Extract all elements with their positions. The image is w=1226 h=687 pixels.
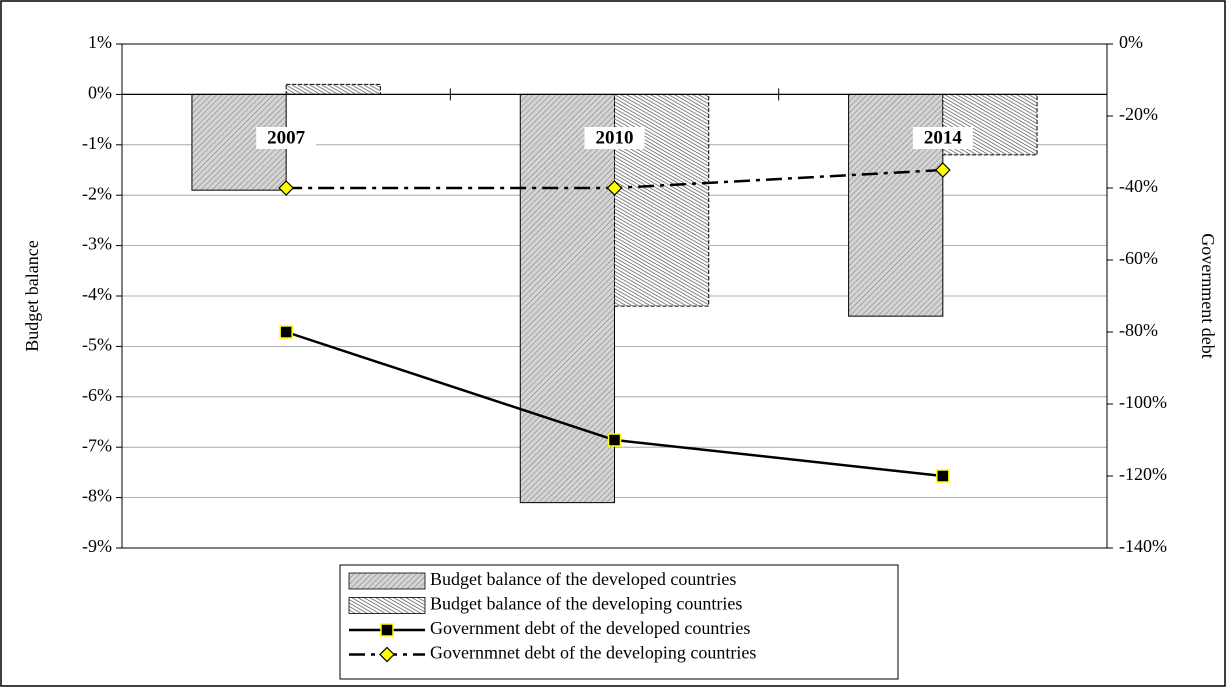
line-marker (934, 162, 951, 178)
line-marker (379, 646, 395, 663)
y-tick-label: -2% (82, 183, 112, 203)
y-tick-label: 1% (88, 32, 112, 52)
y-tick-label: -1% (82, 133, 112, 153)
category-label: 2010 (596, 127, 634, 148)
y-tick-label: 0% (88, 83, 112, 103)
y2-axis-title: Government debt (1198, 233, 1218, 358)
y2-tick-label: -140% (1119, 536, 1167, 556)
y2-tick-label: -40% (1119, 176, 1158, 196)
line-marker (607, 433, 622, 447)
bar (285, 83, 381, 95)
y2-tick-label: -120% (1119, 464, 1167, 484)
y2-tick-label: -100% (1119, 392, 1167, 412)
category-label: 2007 (267, 127, 306, 148)
legend-label: Budget balance of the developed countrie… (430, 569, 736, 589)
line-marker (380, 623, 394, 637)
legend-swatch (348, 572, 426, 590)
bar (519, 93, 615, 504)
y2-tick-label: -60% (1119, 248, 1158, 268)
line-marker (936, 469, 950, 483)
y-axis-title: Budget balance (22, 240, 42, 351)
line-marker (606, 180, 623, 196)
y-tick-label: -4% (82, 284, 112, 304)
legend-box (339, 564, 899, 680)
line-marker (279, 325, 293, 339)
y-tick-label: -5% (82, 335, 112, 355)
legend-label: Budget balance of the developing countri… (430, 594, 742, 614)
y-tick-label: -9% (82, 536, 112, 556)
line-marker (278, 180, 295, 196)
category-label-bg (912, 127, 973, 149)
y2-tick-label: 0% (1119, 32, 1143, 52)
y2-tick-label: -20% (1119, 104, 1158, 124)
y2-tick-label: -80% (1119, 320, 1158, 340)
y-tick-label: -6% (82, 385, 112, 405)
y-tick-label: -8% (82, 486, 112, 506)
bar (614, 93, 710, 307)
y-tick-label: -3% (82, 234, 112, 254)
legend-label: Government debt of the developed countri… (430, 618, 750, 638)
legend-swatch (348, 597, 426, 614)
category-label: 2014 (924, 127, 963, 148)
plot-frame (121, 43, 1108, 549)
legend-label: Governmnet debt of the developing countr… (430, 643, 756, 663)
category-label-bg (584, 127, 645, 149)
y-tick-label: -7% (82, 435, 112, 455)
category-label-bg (256, 127, 317, 149)
